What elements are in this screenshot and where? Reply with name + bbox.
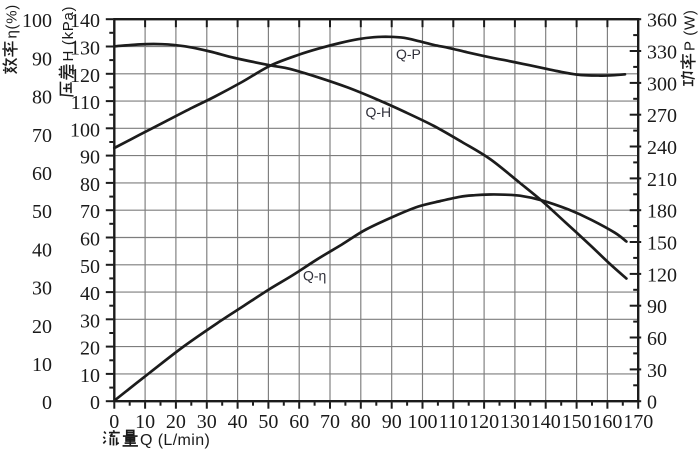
svg-text:10: 10 — [80, 365, 100, 387]
svg-text:20: 20 — [32, 316, 52, 338]
svg-text:0: 0 — [42, 392, 52, 414]
svg-text:300: 300 — [647, 73, 677, 95]
svg-text:180: 180 — [647, 201, 677, 223]
svg-text:130: 130 — [70, 38, 100, 60]
svg-text:30: 30 — [32, 278, 52, 300]
svg-text:60: 60 — [32, 163, 52, 185]
svg-text:80: 80 — [32, 87, 52, 109]
svg-text:40: 40 — [32, 239, 52, 261]
svg-text:80: 80 — [351, 411, 371, 433]
svg-text:10: 10 — [135, 411, 155, 433]
svg-text:360: 360 — [647, 10, 677, 32]
svg-text:Q (L/min): Q (L/min) — [140, 432, 210, 449]
svg-text:30: 30 — [197, 411, 217, 433]
svg-text:130: 130 — [500, 411, 530, 433]
svg-text:50: 50 — [258, 411, 278, 433]
svg-text:Q-P: Q-P — [396, 46, 421, 62]
svg-text:30: 30 — [647, 360, 667, 382]
svg-text:50: 50 — [32, 201, 52, 223]
svg-text:150: 150 — [647, 232, 677, 254]
svg-text:60: 60 — [647, 328, 667, 350]
svg-text:110: 110 — [71, 92, 100, 114]
svg-text:P (W): P (W) — [682, 9, 699, 51]
svg-text:120: 120 — [647, 264, 677, 286]
svg-text:100: 100 — [22, 10, 52, 32]
svg-text:η(%): η(%) — [4, 4, 21, 38]
svg-text:330: 330 — [647, 41, 677, 63]
svg-text:70: 70 — [80, 201, 100, 223]
svg-text:150: 150 — [562, 411, 592, 433]
svg-text:140: 140 — [531, 411, 561, 433]
svg-text:20: 20 — [166, 411, 186, 433]
svg-text:170: 170 — [623, 411, 653, 433]
svg-text:270: 270 — [647, 105, 677, 127]
svg-text:240: 240 — [647, 137, 677, 159]
svg-text:100: 100 — [70, 119, 100, 141]
svg-text:110: 110 — [439, 411, 468, 433]
svg-text:20: 20 — [80, 338, 100, 360]
svg-text:Q-H: Q-H — [366, 104, 392, 120]
svg-text:160: 160 — [592, 411, 622, 433]
svg-text:80: 80 — [80, 174, 100, 196]
svg-text:40: 40 — [228, 411, 248, 433]
svg-text:120: 120 — [70, 65, 100, 87]
svg-text:0: 0 — [109, 411, 119, 433]
svg-text:10: 10 — [32, 354, 52, 376]
svg-text:40: 40 — [80, 283, 100, 305]
svg-text:60: 60 — [289, 411, 309, 433]
svg-text:0: 0 — [90, 392, 100, 414]
svg-text:70: 70 — [320, 411, 340, 433]
svg-text:140: 140 — [70, 10, 100, 32]
svg-text:90: 90 — [647, 296, 667, 318]
svg-text:70: 70 — [32, 125, 52, 147]
svg-text:210: 210 — [647, 169, 677, 191]
svg-text:30: 30 — [80, 310, 100, 332]
svg-text:90: 90 — [32, 48, 52, 70]
svg-text:0: 0 — [647, 392, 657, 414]
svg-text:H (kPa): H (kPa) — [60, 6, 77, 62]
svg-text:100: 100 — [408, 411, 438, 433]
svg-text:90: 90 — [382, 411, 402, 433]
svg-text:Q-η: Q-η — [303, 268, 326, 284]
svg-text:50: 50 — [80, 256, 100, 278]
svg-text:60: 60 — [80, 229, 100, 251]
svg-text:90: 90 — [80, 147, 100, 169]
svg-text:120: 120 — [469, 411, 499, 433]
